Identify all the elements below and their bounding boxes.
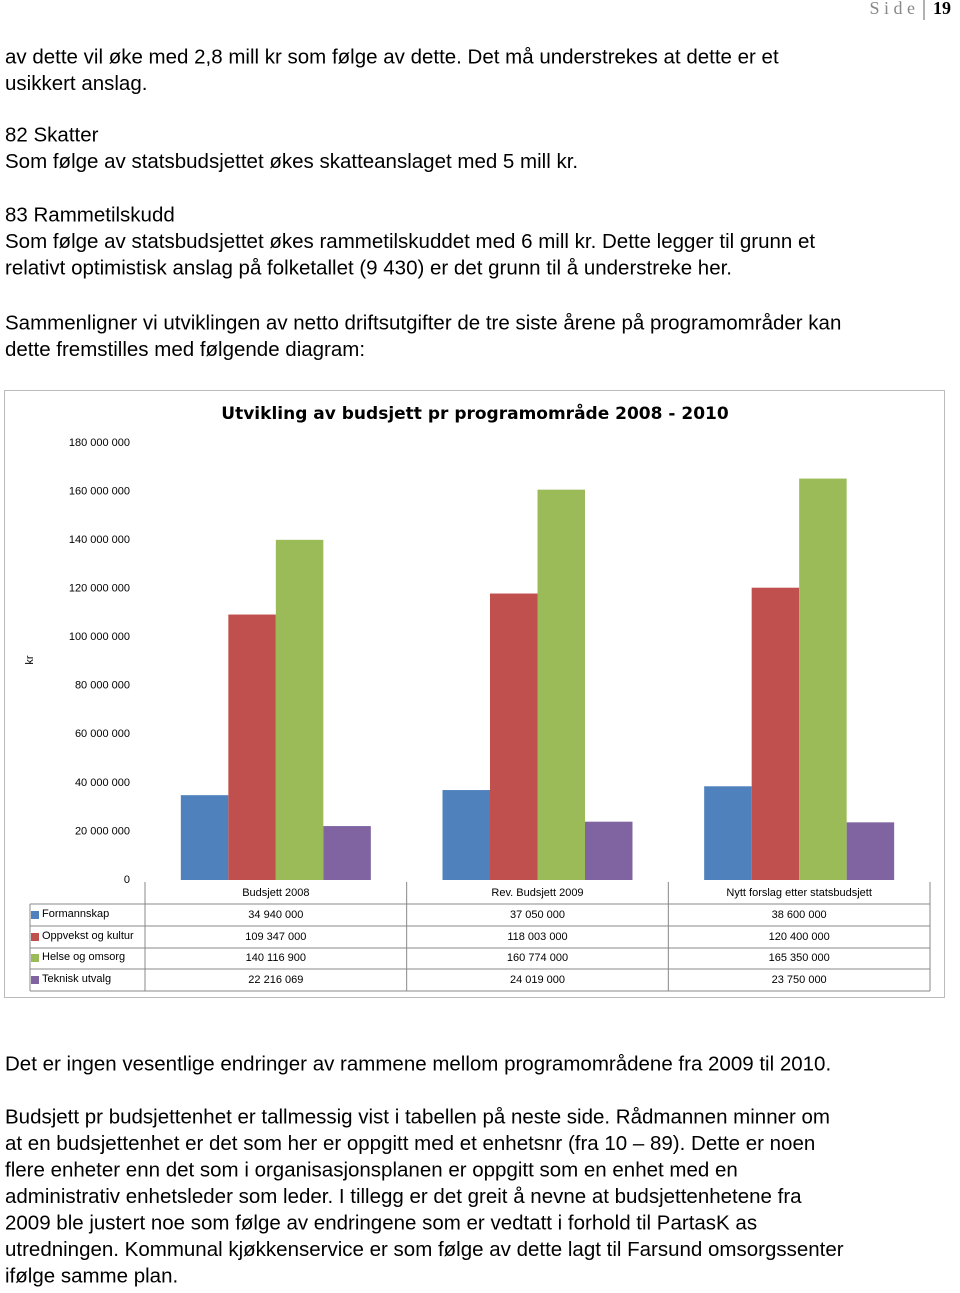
y-tick-label: 60 000 000 bbox=[75, 728, 130, 740]
bar bbox=[846, 822, 895, 880]
legend-swatch bbox=[31, 911, 39, 919]
y-tick-label: 180 000 000 bbox=[69, 437, 130, 449]
y-tick-label: 140 000 000 bbox=[69, 534, 130, 546]
x-tick-label: Budsjett 2008 bbox=[242, 887, 309, 899]
paragraph-line: relativt optimistisk anslag på folketall… bbox=[5, 256, 732, 279]
paragraph-line: 82 Skatter bbox=[5, 123, 99, 146]
paragraph-line: Som følge av statsbudsjettet økes skatte… bbox=[5, 150, 578, 173]
paragraph-line: 2009 ble justert noe som følge av endrin… bbox=[5, 1211, 757, 1234]
legend-swatch bbox=[31, 933, 39, 941]
paragraph-line: flere enheter enn det som i organisasjon… bbox=[5, 1158, 738, 1181]
paragraph-line: administrativ enhetsleder som leder. I t… bbox=[5, 1185, 802, 1208]
paragraph-line: av dette vil øke med 2,8 mill kr som føl… bbox=[5, 45, 779, 68]
paragraph-line: usikkert anslag. bbox=[5, 72, 147, 95]
y-tick-label: 160 000 000 bbox=[69, 485, 130, 497]
bar bbox=[751, 587, 800, 880]
page-number: 19 bbox=[933, 0, 951, 18]
paragraph-line: ifølge samme plan. bbox=[5, 1264, 178, 1287]
value-label: 120 400 000 bbox=[769, 931, 830, 943]
bar bbox=[799, 478, 847, 880]
y-tick-label: 20 000 000 bbox=[75, 825, 130, 837]
value-label: 140 116 900 bbox=[246, 952, 306, 964]
value-label: 165 350 000 bbox=[769, 952, 830, 964]
paragraph-line: utredningen. Kommunal kjøkkenservice er … bbox=[5, 1238, 844, 1261]
x-tick-label: Rev. Budsjett 2009 bbox=[491, 887, 583, 899]
value-label: 34 940 000 bbox=[248, 909, 303, 921]
bar bbox=[275, 539, 324, 880]
page-label: S i d e bbox=[869, 0, 915, 18]
value-label: 109 347 000 bbox=[245, 931, 306, 943]
paragraph-line: Som følge av statsbudsjettet økes rammet… bbox=[5, 230, 815, 253]
paragraph-line: Budsjett pr budsjettenhet er tallmessig … bbox=[5, 1105, 830, 1128]
value-label: 118 003 000 bbox=[507, 931, 567, 943]
legend-label: Formannskap bbox=[42, 908, 109, 920]
value-label: 24 019 000 bbox=[510, 974, 565, 986]
paragraph-line: Det er ingen vesentlige endringer av ram… bbox=[5, 1052, 831, 1075]
legend-label: Helse og omsorg bbox=[42, 951, 125, 963]
value-label: 38 600 000 bbox=[772, 909, 827, 921]
y-tick-label: 40 000 000 bbox=[75, 777, 130, 789]
x-tick-label: Nytt forslag etter statsbudsjett bbox=[726, 887, 872, 899]
chart-title: Utvikling av budsjett pr programområde 2… bbox=[221, 402, 729, 424]
bar bbox=[537, 489, 585, 880]
bar bbox=[180, 795, 229, 880]
value-label: 160 774 000 bbox=[507, 952, 568, 964]
bar bbox=[228, 614, 276, 880]
bar bbox=[323, 826, 371, 880]
bar bbox=[585, 821, 633, 880]
value-label: 37 050 000 bbox=[510, 909, 565, 921]
paragraph-line: dette fremstilles med følgende diagram: bbox=[5, 338, 365, 361]
legend-label: Teknisk utvalg bbox=[42, 973, 111, 985]
y-axis-label: kr bbox=[24, 655, 36, 665]
legend-swatch bbox=[31, 976, 39, 984]
bar bbox=[442, 790, 490, 880]
chart-frame bbox=[4, 390, 945, 998]
legend-label: Oppvekst og kultur bbox=[42, 930, 134, 942]
value-label: 22 216 069 bbox=[248, 974, 303, 986]
paragraph-line: Sammenligner vi utviklingen av netto dri… bbox=[5, 311, 841, 334]
paragraph-line: 83 Rammetilskudd bbox=[5, 203, 175, 226]
y-tick-label: 100 000 000 bbox=[69, 631, 130, 643]
bar bbox=[490, 593, 538, 880]
y-tick-label: 80 000 000 bbox=[75, 680, 130, 692]
bar bbox=[704, 786, 752, 880]
y-tick-label: 0 bbox=[124, 874, 130, 886]
value-label: 23 750 000 bbox=[772, 974, 827, 986]
paragraph-line: at en budsjettenhet er det som her er op… bbox=[5, 1132, 815, 1155]
legend-swatch bbox=[31, 954, 39, 962]
y-tick-label: 120 000 000 bbox=[69, 583, 130, 595]
